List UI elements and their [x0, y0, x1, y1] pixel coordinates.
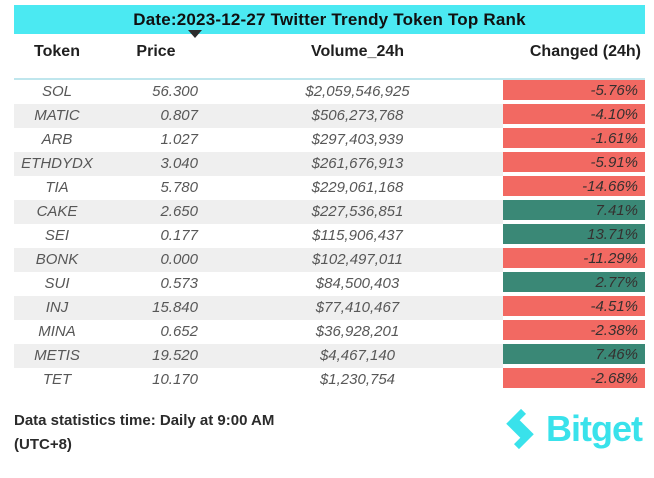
- change-cell: -11.29%: [503, 248, 645, 270]
- bitget-wordmark: Bitget: [546, 408, 643, 449]
- volume-cell: $261,676,913: [212, 152, 503, 176]
- change-cell: -2.68%: [503, 368, 645, 390]
- sort-descending-icon[interactable]: [188, 30, 202, 38]
- note-line-2: (UTC+8): [14, 436, 72, 453]
- price-cell: 0.177: [160, 227, 198, 244]
- volume-cell: $1,230,754: [319, 371, 396, 388]
- table-row: METIS 19.520 $4,467,140 7.46%: [14, 344, 645, 368]
- token-cell: TIA: [45, 179, 69, 196]
- price-cell: 15.840: [100, 296, 212, 320]
- change-cell: -2.38%: [503, 320, 645, 342]
- price-cell: 0.573: [160, 275, 198, 292]
- change-cell: -14.66%: [503, 176, 645, 198]
- price-cell: 0.652: [160, 323, 198, 340]
- table-row: CAKE 2.650 $227,536,851 7.41%: [14, 200, 645, 224]
- price-cell: 2.650: [100, 200, 212, 224]
- table-row: TET 10.170 $1,230,754 -2.68%: [14, 368, 645, 392]
- change-cell: -1.61%: [503, 128, 645, 150]
- token-cell: INJ: [14, 296, 100, 320]
- data-statistics-note: Data statistics time: Daily at 9:00 AM (…: [14, 409, 274, 457]
- table-row: SOL 56.300 $2,059,546,925 -5.76%: [14, 80, 645, 104]
- title-banner: Date:2023-12-27 Twitter Trendy Token Top…: [14, 5, 645, 34]
- price-cell: 19.520: [100, 344, 212, 368]
- table-body: SOL 56.300 $2,059,546,925 -5.76% MATIC 0.807 $…: [14, 80, 645, 392]
- volume-cell: $77,410,467: [212, 296, 503, 320]
- volume-cell: $84,500,403: [315, 275, 400, 292]
- volume-cell: $4,467,140: [212, 344, 503, 368]
- column-header-volume[interactable]: Volume_24h: [310, 43, 405, 60]
- token-cell: METIS: [14, 344, 100, 368]
- table-row: SEI 0.177 $115,906,437 13.71%: [14, 224, 645, 248]
- change-cell: -5.91%: [503, 152, 645, 174]
- token-cell: CAKE: [14, 200, 100, 224]
- table-row: MINA 0.652 $36,928,201 -2.38%: [14, 320, 645, 344]
- column-header-price[interactable]: Price: [136, 43, 176, 60]
- volume-cell: $506,273,768: [212, 104, 503, 128]
- page-title: Date:2023-12-27 Twitter Trendy Token Top…: [133, 9, 526, 29]
- table-row: BONK 0.000 $102,497,011 -11.29%: [14, 248, 645, 272]
- volume-cell: $229,061,168: [311, 179, 404, 196]
- column-header-changed[interactable]: Changed (24h): [529, 43, 641, 60]
- token-cell: MATIC: [14, 104, 100, 128]
- table-row: MATIC 0.807 $506,273,768 -4.10%: [14, 104, 645, 128]
- price-cell: 1.027: [160, 131, 198, 148]
- volume-cell: $102,497,011: [212, 248, 503, 272]
- volume-cell: $115,906,437: [312, 227, 403, 244]
- table-row: SUI 0.573 $84,500,403 2.77%: [14, 272, 645, 296]
- table-row: INJ 15.840 $77,410,467 -4.51%: [14, 296, 645, 320]
- price-cell: 56.300: [152, 83, 198, 100]
- token-cell: SEI: [44, 227, 70, 244]
- column-header-token[interactable]: Token: [34, 43, 80, 60]
- token-cell: SUI: [44, 275, 70, 292]
- volume-cell: $2,059,546,925: [305, 83, 410, 100]
- token-cell: ETHDYDX: [14, 152, 100, 176]
- change-cell: -4.51%: [503, 296, 645, 318]
- volume-cell: $36,928,201: [315, 323, 400, 340]
- volume-cell: $227,536,851: [212, 200, 503, 224]
- token-cell: BONK: [14, 248, 100, 272]
- table-row: TIA 5.780 $229,061,168 -14.66%: [14, 176, 645, 200]
- price-cell: 0.000: [100, 248, 212, 272]
- price-cell: 10.170: [152, 371, 198, 388]
- price-cell: 5.780: [160, 179, 198, 196]
- table-row: ETHDYDX 3.040 $261,676,913 -5.91%: [14, 152, 645, 176]
- token-cell: SOL: [41, 83, 72, 100]
- price-cell: 3.040: [100, 152, 212, 176]
- price-cell: 0.807: [100, 104, 212, 128]
- change-cell: 7.46%: [503, 344, 645, 366]
- table-row: ARB 1.027 $297,403,939 -1.61%: [14, 128, 645, 152]
- volume-cell: $297,403,939: [311, 131, 404, 148]
- table-header-row: Token Price Volume_24h Changed (24h): [14, 34, 645, 80]
- token-cell: ARB: [41, 131, 73, 148]
- change-cell: 7.41%: [503, 200, 645, 222]
- change-cell: 13.71%: [503, 224, 645, 246]
- token-cell: MINA: [38, 323, 76, 340]
- change-cell: -4.10%: [503, 104, 645, 126]
- change-cell: 2.77%: [503, 272, 645, 294]
- note-line-1: Data statistics time: Daily at 9:00 AM: [14, 412, 275, 429]
- token-cell: TET: [42, 371, 72, 388]
- bitget-logo-icon: [506, 408, 534, 450]
- change-cell: -5.76%: [503, 80, 645, 102]
- bitget-logo: Bitget: [498, 405, 643, 453]
